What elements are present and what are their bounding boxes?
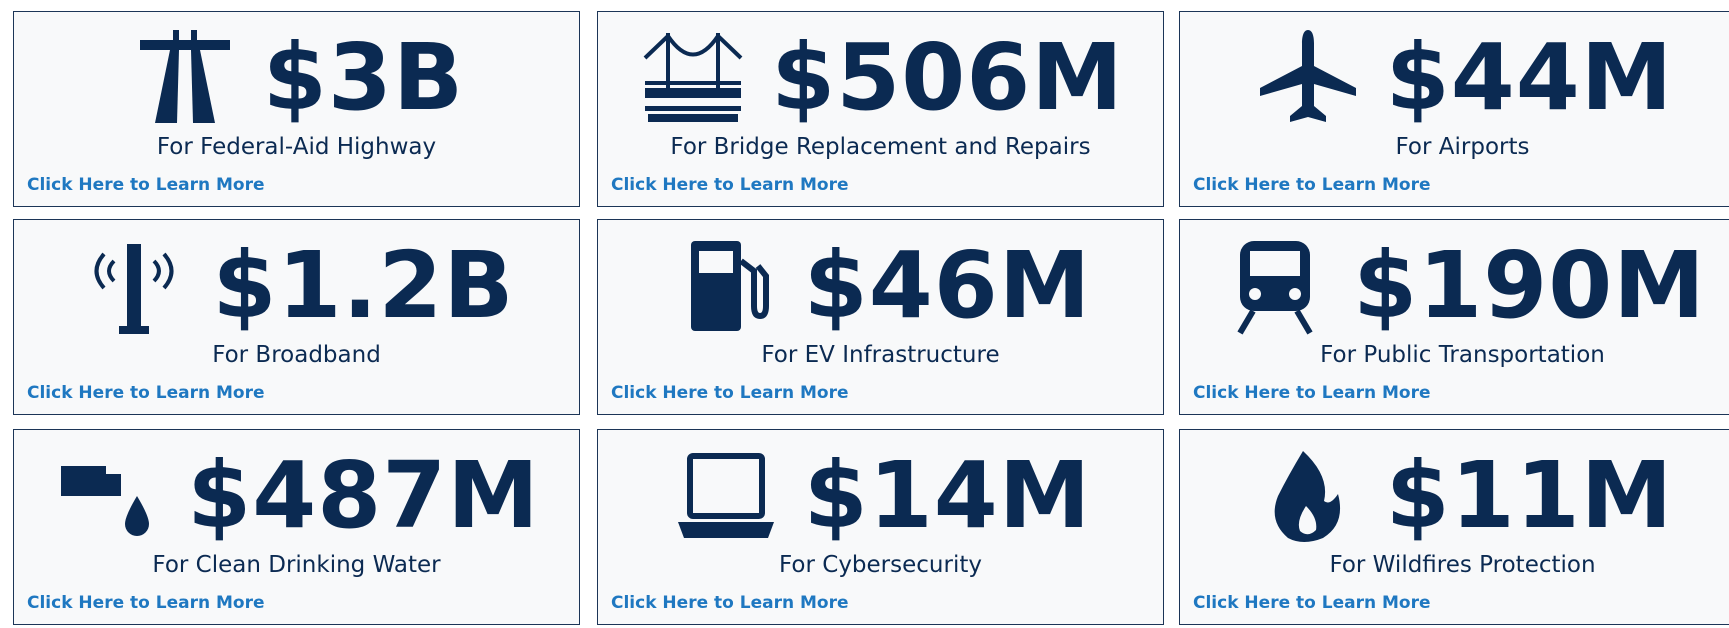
card-header: $14M [598, 440, 1163, 552]
icon [94, 244, 174, 334]
amount: $46M [803, 232, 1092, 339]
card: $487M For Clean Drinking Water Click Here … [13, 429, 580, 625]
label: For Airports [1395, 134, 1530, 160]
card: $46M For EV Infrastructure Click Here to L… [597, 219, 1164, 415]
card-header: $44M [1180, 22, 1729, 134]
label: For Broadband [212, 342, 381, 368]
icon [139, 30, 230, 123]
label: For Cybersecurity [779, 552, 982, 578]
icon [643, 32, 743, 122]
card-header: $506M [598, 22, 1163, 134]
card: $1.2B For Broadband Click Here to Learn Mo… [13, 219, 580, 415]
learn-more-link[interactable]: Click Here to Learn More [611, 175, 849, 195]
icon [1237, 241, 1313, 335]
card: $14M For Cybersecurity Click Here to Learn… [597, 429, 1164, 625]
label: For Wildfires Protection [1329, 552, 1596, 578]
amount: $11M [1385, 442, 1674, 549]
label: For EV Infrastructure [761, 342, 1000, 368]
card: $3B For Federal-Aid Highway Click Here to … [13, 11, 580, 207]
learn-more-link[interactable]: Click Here to Learn More [27, 175, 265, 195]
amount: $506M [771, 24, 1124, 131]
card-header: $1.2B [14, 230, 579, 342]
card: $11M For Wildfires Protection Click Here t… [1179, 429, 1729, 625]
card-header: $46M [598, 230, 1163, 342]
amount: $44M [1385, 24, 1674, 131]
card-header: $190M [1180, 230, 1729, 342]
label: For Clean Drinking Water [152, 552, 441, 578]
amount: $14M [803, 442, 1092, 549]
card-header: $3B [14, 22, 579, 134]
label: For Bridge Replacement and Repairs [670, 134, 1091, 160]
card: $44M For Airports Click Here to Learn More [1179, 11, 1729, 207]
amount: $1.2B [212, 232, 515, 339]
icon [690, 241, 769, 331]
learn-more-link[interactable]: Click Here to Learn More [611, 593, 849, 613]
card-header: $11M [1180, 440, 1729, 552]
icon [1259, 30, 1356, 122]
amount: $190M [1353, 232, 1706, 339]
learn-more-link[interactable]: Click Here to Learn More [1193, 175, 1431, 195]
label: For Federal-Aid Highway [156, 134, 437, 160]
card-header: $487M [14, 440, 579, 552]
card: $190M For Public Transportation Click Here… [1179, 219, 1729, 415]
learn-more-link[interactable]: Click Here to Learn More [27, 593, 265, 613]
learn-more-link[interactable]: Click Here to Learn More [1193, 593, 1431, 613]
learn-more-link[interactable]: Click Here to Learn More [27, 383, 265, 403]
icon [61, 466, 150, 536]
card: $506M For Bridge Replacement and Repairs C… [597, 11, 1164, 207]
icon [677, 453, 774, 538]
amount: $487M [187, 442, 540, 549]
label: For Public Transportation [1320, 342, 1605, 368]
learn-more-link[interactable]: Click Here to Learn More [611, 383, 849, 403]
learn-more-link[interactable]: Click Here to Learn More [1193, 383, 1431, 403]
icon [1274, 451, 1340, 542]
amount: $3B [262, 24, 465, 131]
